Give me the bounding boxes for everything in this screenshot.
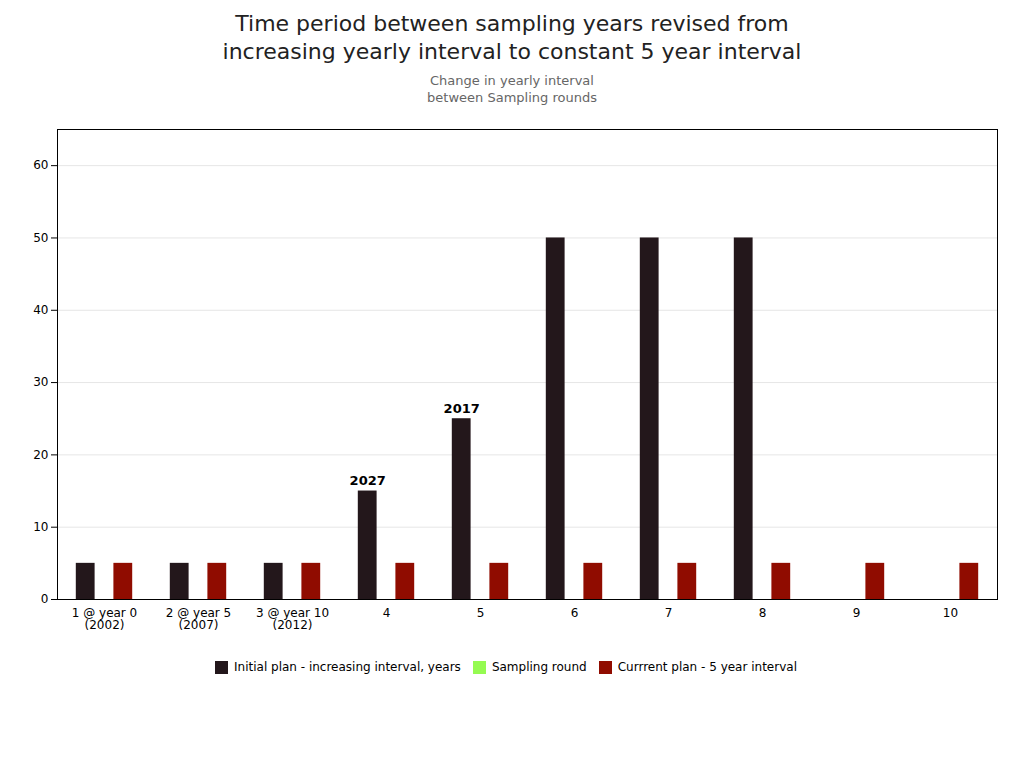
- html-text:Change in yearly interval betw: Change in yearly interval between Sampli…: [427, 73, 597, 105]
- svg-text:30: 30: [33, 375, 48, 389]
- svg-text:2 @ year 5(2007): 2 @ year 5(2007): [166, 606, 231, 632]
- svg-text:60: 60: [33, 158, 48, 172]
- svg-text:10: 10: [33, 520, 48, 534]
- svg-text:7: 7: [665, 606, 673, 620]
- svg-text:8: 8: [759, 606, 767, 620]
- svg-text:4: 4: [383, 606, 391, 620]
- html-text:Initial plan - increasing inte: Initial plan - increasing interval, year…: [234, 660, 461, 675]
- svg-text:20: 20: [33, 448, 48, 462]
- svg-text:6: 6: [571, 606, 579, 620]
- svg-text:1 @ year 0(2002): 1 @ year 0(2002): [72, 606, 137, 632]
- html-text:Sampling round: Sampling round: [491, 660, 587, 675]
- svg-text:2017: 2017: [444, 401, 480, 416]
- svg-text:9: 9: [853, 606, 861, 620]
- svg-text:0: 0: [41, 592, 49, 606]
- svg-text:2027: 2027: [350, 473, 386, 488]
- svg-text:40: 40: [33, 303, 48, 317]
- svg-text:10: 10: [943, 606, 958, 620]
- svg-text:3 @ year 10(2012): 3 @ year 10(2012): [256, 606, 329, 632]
- html-text:Currrent plan - 5 year interva: Currrent plan - 5 year interval: [617, 660, 797, 675]
- svg-text:50: 50: [33, 231, 48, 245]
- html-text:Time period between sampling y: Time period between sampling years revis…: [222, 11, 802, 64]
- svg-text:5: 5: [477, 606, 485, 620]
